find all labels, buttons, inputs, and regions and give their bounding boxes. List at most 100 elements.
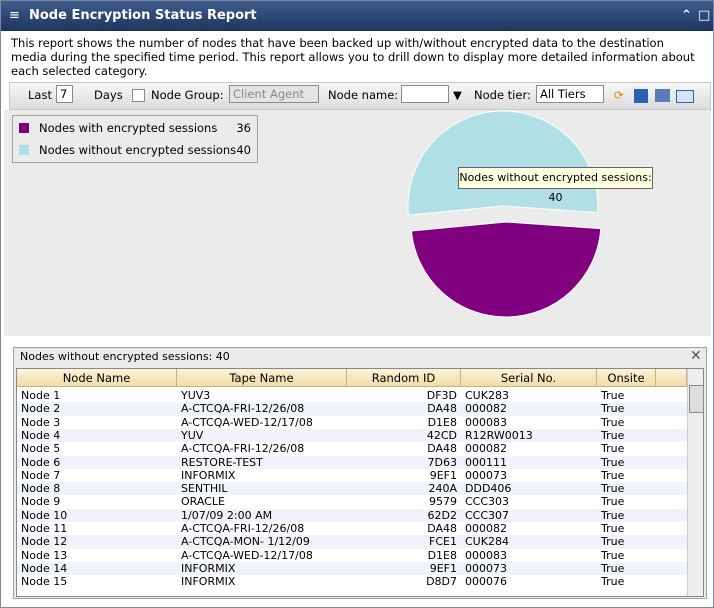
pie-slice <box>410 221 602 318</box>
table-cell: Node 10 <box>21 508 68 522</box>
table-cell: YUV3 <box>181 389 211 402</box>
table-cell: 9EF1 <box>429 468 457 482</box>
scroll-thumb[interactable] <box>689 385 703 413</box>
maximize-button[interactable]: □ <box>698 8 711 23</box>
table-cell: 000076 <box>465 575 507 589</box>
table-row <box>17 442 687 456</box>
table-cell: Node 4 <box>21 428 61 442</box>
table-cell: Node 3 <box>21 415 61 429</box>
node-group-checkbox[interactable] <box>132 89 145 102</box>
node-group-select[interactable]: Client Agent <box>229 85 319 103</box>
node-name-input[interactable] <box>401 85 449 103</box>
table-cell: Node 5 <box>21 442 61 456</box>
column-header: Node Name <box>17 369 177 387</box>
table-cell: Node 12 <box>21 535 68 549</box>
column-header: Serial No. <box>461 369 597 387</box>
table-row <box>17 402 687 416</box>
table-cell: 000073 <box>465 561 507 575</box>
table-cell: DA48 <box>427 402 457 416</box>
table-row <box>17 415 687 429</box>
table-cell: A-CTCQA-FRI-12/26/08 <box>181 402 305 416</box>
legend-label: Nodes without encrypted sessions <box>39 143 237 157</box>
print-icon[interactable] <box>655 89 670 102</box>
grip-icon: ≡ <box>9 8 20 23</box>
table-cell: 000082 <box>465 522 507 535</box>
last-label: Last <box>28 88 52 102</box>
table-row <box>17 389 687 403</box>
refresh-icon[interactable]: ⟳ <box>614 88 624 102</box>
table-cell: 7D63 <box>427 455 457 469</box>
table-row <box>17 428 687 443</box>
table-cell: DA48 <box>427 522 457 535</box>
table-cell: Node 15 <box>21 575 68 589</box>
table-caption: Nodes without encrypted sessions: 40 <box>20 350 230 363</box>
table-cell: A-CTCQA-FRI-12/26/08 <box>181 522 305 535</box>
collapse-button[interactable]: ⌃ <box>681 8 692 23</box>
legend-swatch <box>19 123 29 133</box>
email-icon[interactable] <box>676 90 694 103</box>
table-cell: Node 6 <box>21 455 61 469</box>
table-cell: True <box>601 468 625 482</box>
close-button[interactable]: ✕ <box>690 348 702 364</box>
table-cell: D8D7 <box>426 575 457 589</box>
tooltip: Nodes without encrypted sessions: 40 <box>458 167 653 204</box>
table-cell: 62D2 <box>427 508 457 522</box>
table-cell: True <box>601 535 625 549</box>
column-header <box>656 369 687 387</box>
scrollbar[interactable] <box>687 369 703 596</box>
table-cell: 000083 <box>465 415 507 429</box>
table-cell: Node 13 <box>21 548 68 562</box>
table-cell: 42CD <box>426 428 457 442</box>
table-cell: True <box>601 455 625 469</box>
table-cell: A-CTCQA-FRI-12/26/08 <box>181 442 305 456</box>
table-cell: RESTORE-TEST <box>181 455 263 469</box>
table-row <box>17 482 687 496</box>
table-cell: D1E8 <box>427 415 457 429</box>
table-cell: SENTHIL <box>181 482 228 496</box>
table-cell: CCC303 <box>465 495 510 509</box>
table-cell: 000082 <box>465 402 507 416</box>
legend-swatch <box>19 145 29 155</box>
table-cell: 000082 <box>465 442 507 456</box>
title-bar: ≡ Node Encryption Status Report ⌃ □ <box>1 1 713 31</box>
save-icon[interactable] <box>634 89 648 103</box>
table-cell: True <box>601 442 625 456</box>
table-cell: Node 8 <box>21 482 61 496</box>
node-group-label: Node Group: <box>151 88 224 102</box>
table-row <box>17 548 687 562</box>
table-cell: 000111 <box>465 455 507 469</box>
table-cell: Node 1 <box>21 389 61 402</box>
table-cell: Node 11 <box>21 522 68 535</box>
table-cell: CUK283 <box>465 389 509 402</box>
table-cell: CCC307 <box>465 508 510 522</box>
pie-chart <box>407 110 602 318</box>
legend: Nodes with encrypted sessions 36 Nodes wit… <box>12 115 258 163</box>
table-cell: INFORMIX <box>181 561 236 575</box>
table-row <box>17 508 687 522</box>
last-input[interactable]: 7 <box>56 85 73 103</box>
table-cell: 000083 <box>465 548 507 562</box>
table-cell: FCE1 <box>429 535 457 549</box>
table-row <box>17 495 687 509</box>
table-cell: Node 14 <box>21 561 68 575</box>
table-cell: ORACLE <box>181 495 225 509</box>
legend-value: 36 <box>236 121 251 135</box>
table-cell: True <box>601 389 625 402</box>
table-cell: True <box>601 402 625 416</box>
title: Node Encryption Status Report <box>29 8 257 23</box>
table-cell: INFORMIX <box>181 575 236 589</box>
table-row <box>17 468 687 483</box>
table-cell: True <box>601 561 625 575</box>
node-tier-select[interactable]: All Tiers <box>536 85 604 103</box>
table-cell: Node 2 <box>21 402 61 416</box>
pie-slice <box>407 110 599 216</box>
table-cell: CUK284 <box>465 535 509 549</box>
table-cell: 9EF1 <box>429 561 457 575</box>
table-cell: R12RW0013 <box>465 428 533 442</box>
node-tier-label: Node tier: <box>474 88 531 102</box>
description: This report shows the number of nodes th… <box>11 36 695 78</box>
node-name-dropdown[interactable]: ▼ <box>453 88 462 102</box>
data-table: Node Name Tape Name Random ID Serial No. Ons… <box>16 368 704 597</box>
table-cell: True <box>601 495 625 509</box>
